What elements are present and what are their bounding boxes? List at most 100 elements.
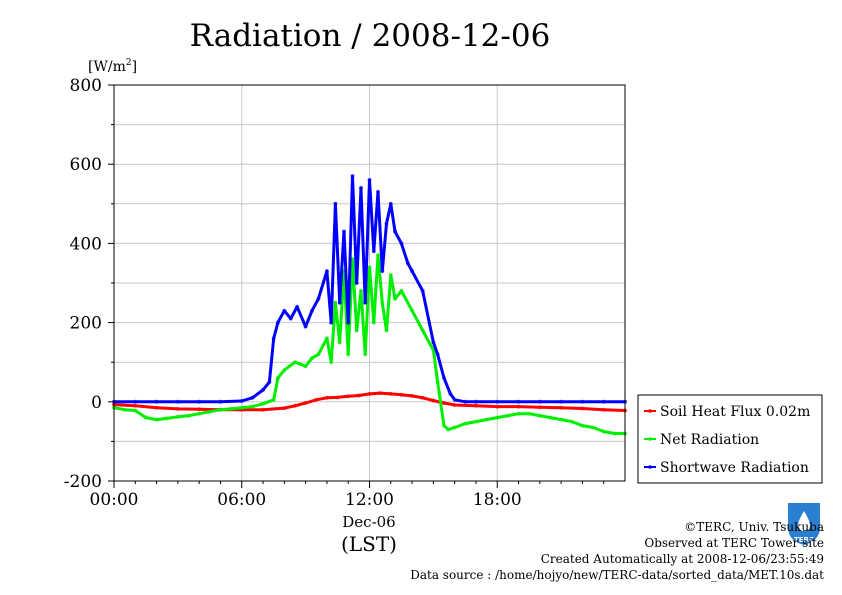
series-point bbox=[441, 400, 446, 405]
series-point bbox=[356, 393, 361, 398]
legend-marker bbox=[648, 409, 652, 413]
legend-label: Shortwave Radiation bbox=[660, 460, 809, 476]
y-axis-unit-base: [W/m bbox=[88, 59, 126, 75]
series-point bbox=[333, 300, 338, 305]
terc-logo-drop-icon bbox=[798, 511, 810, 531]
series-point bbox=[292, 403, 297, 408]
series-point bbox=[346, 352, 351, 357]
series-point bbox=[197, 411, 202, 416]
series-point bbox=[260, 407, 265, 412]
series-point bbox=[612, 431, 617, 436]
series-point bbox=[316, 296, 321, 301]
y-axis-unit-sup: 2 bbox=[126, 58, 132, 68]
series-point bbox=[601, 399, 606, 404]
series-point bbox=[324, 336, 329, 341]
series-point bbox=[431, 340, 436, 345]
y-axis-unit-label: [W/m2] bbox=[88, 58, 137, 75]
series-point bbox=[303, 400, 308, 405]
series-point bbox=[314, 397, 319, 402]
series-point bbox=[405, 261, 410, 266]
series-point bbox=[218, 407, 223, 412]
series-point bbox=[388, 273, 393, 278]
series-point bbox=[380, 269, 385, 274]
terc-logo-text: TERC bbox=[794, 536, 814, 544]
series-point bbox=[346, 394, 351, 399]
series-point bbox=[282, 406, 287, 411]
series-point bbox=[175, 399, 180, 404]
x-axis-title: (LST) bbox=[341, 532, 397, 556]
series-point bbox=[399, 241, 404, 246]
series-point bbox=[133, 403, 138, 408]
series-point bbox=[282, 368, 287, 373]
series-point bbox=[505, 413, 510, 418]
legend-marker bbox=[648, 437, 652, 441]
series-point bbox=[516, 411, 521, 416]
legend-box bbox=[637, 394, 823, 484]
series-point bbox=[358, 185, 363, 190]
series-point bbox=[354, 328, 359, 333]
series-point bbox=[337, 340, 342, 345]
series-point bbox=[380, 300, 385, 305]
series-point bbox=[329, 360, 334, 365]
legend-label: Soil Heat Flux 0.02m bbox=[660, 404, 810, 420]
series-point bbox=[229, 406, 234, 411]
series-point bbox=[354, 280, 359, 285]
series-point bbox=[329, 320, 334, 325]
series-point bbox=[463, 399, 468, 404]
series-point bbox=[601, 429, 606, 434]
series-line-shortwave-radiation bbox=[112, 174, 627, 404]
series-point bbox=[133, 408, 138, 413]
series-point bbox=[399, 392, 404, 397]
y-axis-unit-close: ] bbox=[132, 59, 137, 75]
series-point bbox=[371, 320, 376, 325]
series-point bbox=[197, 407, 202, 412]
series-point bbox=[527, 411, 532, 416]
series-point bbox=[559, 399, 564, 404]
series-point bbox=[441, 423, 446, 428]
series-point bbox=[375, 253, 380, 258]
series-point bbox=[275, 320, 280, 325]
series-line-net-radiation bbox=[112, 253, 627, 435]
series-point bbox=[250, 395, 255, 400]
series-point bbox=[580, 423, 585, 428]
series-point bbox=[580, 399, 585, 404]
series-point bbox=[333, 201, 338, 206]
series-point bbox=[186, 413, 191, 418]
series-point bbox=[295, 304, 300, 309]
series-point bbox=[239, 405, 244, 410]
series-point bbox=[435, 379, 440, 384]
series-point bbox=[288, 316, 293, 321]
series-point bbox=[452, 397, 457, 402]
series-point bbox=[275, 375, 280, 380]
series-point bbox=[133, 399, 138, 404]
series-point bbox=[591, 425, 596, 430]
series-point bbox=[495, 399, 500, 404]
series-point bbox=[367, 177, 372, 182]
series-point bbox=[267, 379, 272, 384]
series-point bbox=[431, 398, 436, 403]
series-point bbox=[122, 407, 127, 412]
series-point bbox=[218, 399, 223, 404]
series-point bbox=[375, 189, 380, 194]
series-point bbox=[335, 395, 340, 400]
series-point bbox=[548, 415, 553, 420]
terc-logo: TERC bbox=[788, 503, 820, 545]
series-point bbox=[260, 387, 265, 392]
series-point bbox=[601, 407, 606, 412]
series-point bbox=[337, 300, 342, 305]
series-point bbox=[282, 308, 287, 313]
footer: ©TERC, Univ. Tsukuba Observed at TERC To… bbox=[410, 519, 824, 583]
series-point bbox=[358, 288, 363, 293]
series-point bbox=[463, 421, 468, 426]
series-point bbox=[384, 221, 389, 226]
y-tick-label: 600 bbox=[70, 155, 102, 175]
series-point bbox=[484, 417, 489, 422]
x-axis-date-label: Dec-06 bbox=[342, 513, 395, 531]
series-point bbox=[303, 364, 308, 369]
series-point bbox=[435, 352, 440, 357]
series-point bbox=[271, 397, 276, 402]
footer-source: Data source : /home/hojyo/new/TERC-data/… bbox=[410, 568, 824, 582]
y-tick-label: -200 bbox=[64, 472, 102, 492]
